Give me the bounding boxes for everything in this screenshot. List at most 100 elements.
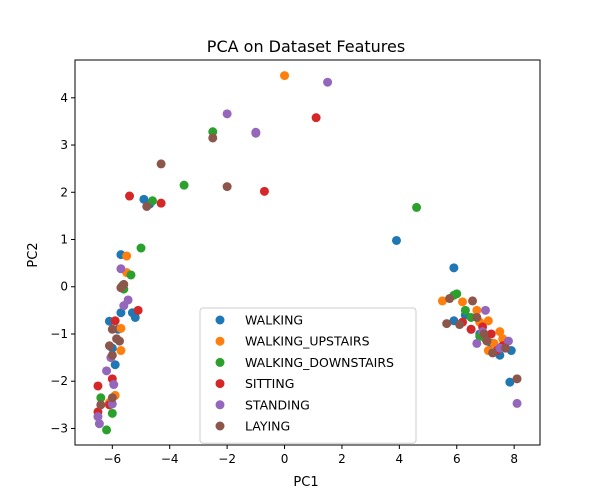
- data-point: [222, 182, 232, 192]
- y-tick-label: 1: [60, 233, 68, 247]
- y-tick-label: −2: [50, 374, 68, 388]
- legend-label: SITTING: [245, 376, 294, 391]
- data-point: [148, 196, 157, 206]
- data-point: [479, 329, 489, 339]
- data-point: [116, 308, 126, 318]
- data-point: [114, 336, 124, 346]
- data-point: [452, 289, 462, 299]
- x-tick-label: 2: [338, 452, 346, 466]
- legend-marker: [215, 357, 225, 367]
- axes-layer: −6 −4 −2 0 2 4 6 8 −3 −2 −1 0 1 2 3 4: [50, 59, 541, 466]
- data-point: [505, 377, 515, 387]
- x-tick-label: −2: [218, 452, 236, 466]
- data-point: [391, 235, 401, 245]
- data-point: [458, 297, 467, 307]
- data-point: [472, 338, 482, 348]
- data-point: [107, 324, 117, 334]
- data-point: [136, 243, 146, 253]
- data-point: [437, 296, 447, 306]
- y-tick-label: 4: [60, 91, 68, 105]
- legend-label: LAYING: [245, 419, 290, 434]
- data-point: [208, 133, 218, 143]
- data-point: [472, 312, 482, 322]
- legend-label: STANDING: [245, 397, 310, 412]
- data-point: [480, 305, 490, 315]
- data-point: [468, 296, 478, 306]
- data-point: [455, 320, 465, 330]
- data-point: [259, 186, 269, 196]
- data-point: [482, 336, 492, 346]
- legend-label: WALKING_UPSTAIRS: [245, 334, 370, 349]
- data-point: [130, 312, 140, 322]
- data-point: [483, 316, 493, 326]
- data-point: [107, 408, 117, 418]
- x-tick-label: 6: [453, 452, 461, 466]
- data-point: [501, 343, 511, 353]
- legend-marker: [215, 336, 225, 346]
- legend-marker: [215, 315, 225, 325]
- x-tick-label: −4: [161, 452, 179, 466]
- data-point: [102, 425, 112, 435]
- y-axis-label: PC2: [26, 242, 41, 267]
- data-point: [110, 316, 120, 326]
- data-point: [133, 305, 143, 315]
- data-point: [466, 324, 476, 334]
- legend-marker: [215, 379, 225, 389]
- legend-marker: [215, 421, 225, 431]
- data-point: [486, 329, 496, 339]
- data-point: [472, 305, 482, 315]
- data-point: [110, 360, 120, 370]
- data-point: [107, 393, 117, 403]
- data-point: [123, 295, 133, 305]
- legend-label: WALKING_DOWNSTAIRS: [245, 355, 394, 370]
- x-tick-label: 8: [510, 452, 518, 466]
- data-point: [142, 201, 152, 211]
- data-point: [449, 263, 459, 273]
- data-point: [93, 381, 103, 391]
- data-point: [445, 294, 455, 304]
- legend-label: WALKING: [245, 313, 303, 328]
- data-point: [93, 412, 103, 422]
- data-point: [488, 348, 498, 358]
- x-tick-label: 0: [281, 452, 289, 466]
- data-point: [460, 305, 470, 315]
- y-tick-label: 2: [60, 185, 68, 199]
- data-point: [102, 366, 112, 376]
- data-point: [94, 419, 104, 429]
- data-point: [311, 113, 321, 123]
- data-point: [116, 283, 126, 293]
- y-tick-label: 0: [60, 280, 68, 294]
- data-point: [503, 336, 513, 346]
- y-tick-label: −3: [50, 421, 68, 435]
- data-point: [280, 71, 290, 81]
- data-point: [512, 398, 522, 408]
- data-point: [96, 400, 106, 410]
- data-point: [251, 128, 261, 138]
- data-point: [179, 180, 189, 190]
- data-point: [512, 374, 522, 384]
- data-point: [116, 323, 126, 333]
- data-point: [116, 346, 126, 356]
- data-point: [109, 380, 119, 390]
- plot-frame: [74, 59, 541, 446]
- y-tick-label: −1: [50, 327, 68, 341]
- data-point: [156, 159, 166, 169]
- data-point: [96, 393, 106, 403]
- x-axis-label: PC1: [293, 475, 318, 490]
- data-point: [126, 270, 136, 280]
- legend-box: [199, 307, 417, 444]
- data-point: [104, 341, 114, 351]
- legend: WALKING WALKING_UPSTAIRS WALKING_DOWNSTAIR…: [199, 307, 417, 444]
- x-tick-label: −6: [103, 452, 121, 466]
- data-point: [442, 319, 452, 329]
- legend-marker: [215, 400, 225, 410]
- x-tick-label: 4: [396, 452, 404, 466]
- points-layer: [93, 71, 522, 435]
- y-tick-label: 3: [60, 138, 68, 152]
- data-point: [323, 77, 333, 87]
- data-point: [125, 191, 135, 201]
- data-point: [107, 350, 117, 360]
- data-point: [495, 327, 505, 337]
- data-point: [156, 198, 166, 208]
